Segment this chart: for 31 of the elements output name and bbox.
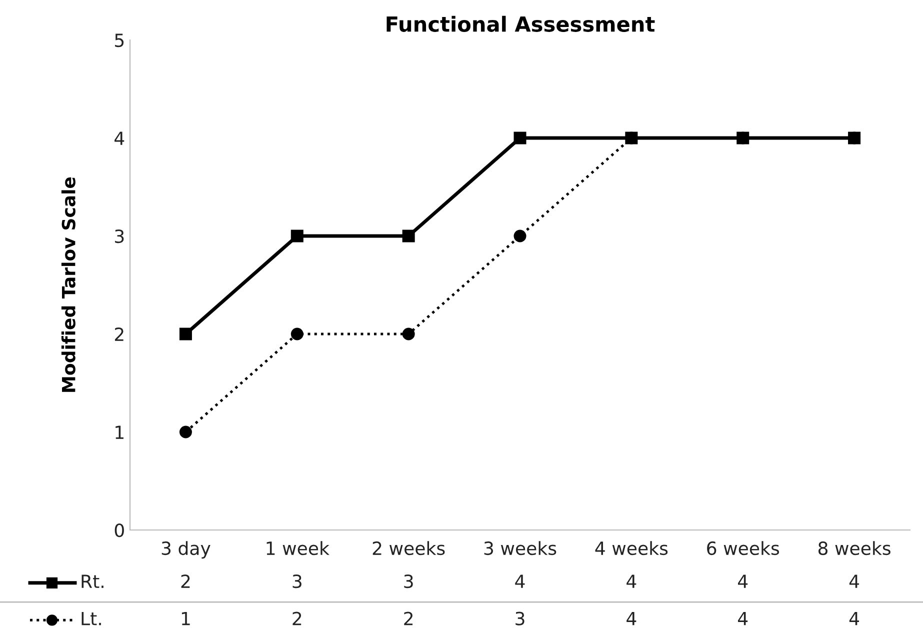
- x-tick-label: 1 week: [266, 541, 330, 556]
- data-label: 3: [292, 574, 302, 588]
- legend-label: Lt.: [82, 612, 101, 626]
- data-label: 4: [849, 574, 860, 588]
- y-tick-label: 1: [116, 426, 124, 439]
- data-label: 4: [738, 612, 748, 626]
- x-tick-label: 2 weeks: [372, 541, 445, 556]
- x-tick-label: 8 weeks: [818, 541, 890, 556]
- y-tick-label: 3: [115, 229, 124, 244]
- data-label: 2: [292, 612, 302, 626]
- chart-title: Functional Assessment: [386, 16, 655, 32]
- data-label: 4: [626, 612, 636, 626]
- data-label: 4: [626, 574, 636, 588]
- data-label: 2: [404, 612, 413, 626]
- data-label: 3: [516, 612, 524, 626]
- x-tick-label: 3 weeks: [484, 541, 556, 556]
- x-tick-label: 3 day: [162, 541, 210, 559]
- y-tick-label: 4: [114, 132, 124, 145]
- data-label: 4: [515, 574, 525, 588]
- y-tick-label: 0: [114, 523, 124, 538]
- y-axis-title: Modified Tarlov Scale: [61, 177, 76, 392]
- y-tick-label: 2: [114, 327, 124, 341]
- data-label: 3: [404, 574, 413, 588]
- y-tick-label: 5: [115, 34, 124, 48]
- data-label: 4: [849, 612, 860, 626]
- data-label: 2: [181, 574, 190, 588]
- x-tick-label: 6 weeks: [707, 541, 780, 556]
- legend-label: Rt.: [82, 574, 104, 588]
- data-label: 4: [738, 574, 748, 588]
- data-label: 1: [182, 612, 190, 626]
- x-tick-label: 4 weeks: [595, 541, 668, 556]
